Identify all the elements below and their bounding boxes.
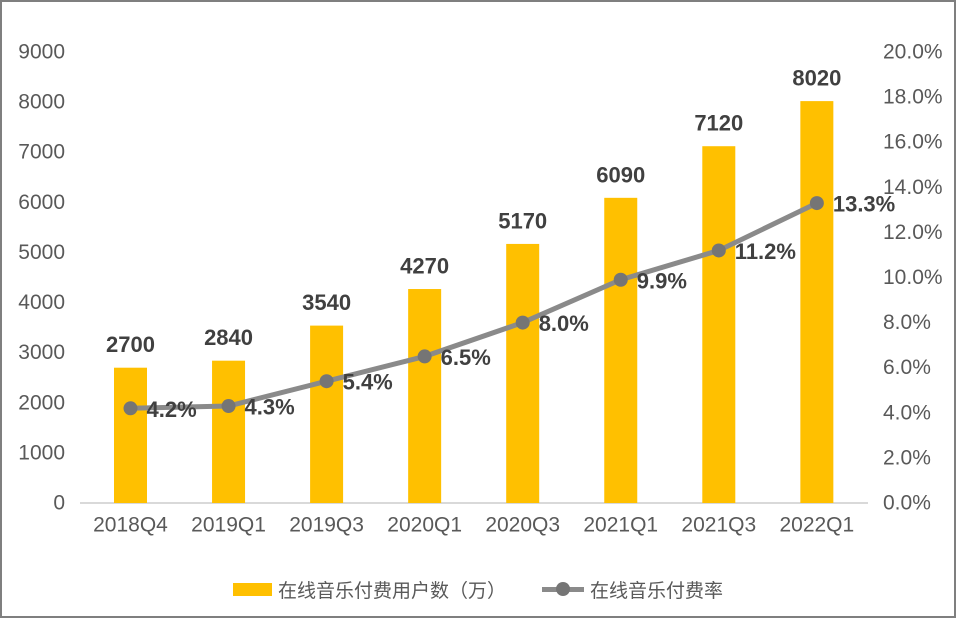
rate-point-label: 6.5% [441,345,491,370]
x-axis-label: 2020Q3 [485,514,560,537]
x-axis-label: 2021Q1 [583,514,658,537]
right-axis-tick-label: 20.0% [883,41,943,64]
line-series-legend-label: 在线音乐付费率 [590,580,724,602]
right-axis-tick-label: 4.0% [883,401,931,424]
bar-series-legend-label: 在线音乐付费用户数（万） [277,580,506,602]
rate-point [417,349,432,364]
rate-point-label: 9.9% [637,268,687,293]
rate-line [130,200,818,411]
left-axis-tick-label: 9000 [18,41,65,64]
left-axis-tick-label: 8000 [18,91,65,114]
right-axis-tick-label: 10.0% [883,266,943,289]
rate-point-label: 5.4% [343,370,393,395]
bar-value-label: 5170 [498,208,547,233]
legend-item-bar-series: 在线音乐付费用户数（万） [232,576,506,603]
x-axis-label: 2018Q4 [93,514,168,537]
bar [408,289,442,503]
bar-value-label: 6090 [596,162,645,187]
left-axis-tick-label: 2000 [18,391,65,414]
bar [310,325,344,503]
rate-point-label: 4.3% [245,395,295,420]
bar [506,243,540,504]
line-series-marker-icon [556,582,570,596]
rate-point-label: 4.2% [147,397,197,422]
rate-point-label: 13.3% [833,192,895,217]
bar-value-label: 2700 [106,332,155,357]
x-axis-label: 2021Q3 [681,514,756,537]
left-axis-tick-label: 0 [53,492,65,515]
right-axis-tick-label: 18.0% [883,86,943,109]
bar [702,146,736,503]
bar-series-swatch-icon [232,582,272,596]
x-axis-label: 2022Q1 [779,514,854,537]
bar [212,360,246,503]
left-axis-tick-label: 5000 [18,241,65,264]
x-axis-label: 2020Q1 [387,514,462,537]
x-axis-label: 2019Q1 [191,514,266,537]
bar [114,367,147,503]
rate-point [809,196,824,211]
legend-item-line-series: 在线音乐付费率 [542,576,723,603]
bar [800,101,834,503]
rate-point-label: 11.2% [735,239,796,264]
rate-point [221,399,236,414]
rate-point-label: 8.0% [539,311,589,336]
right-axis-tick-label: 12.0% [883,221,943,244]
left-axis-tick-label: 1000 [18,441,65,464]
left-axis-tick-label: 6000 [18,191,65,214]
left-axis-tick-label: 4000 [18,291,65,314]
left-axis-tick-label: 7000 [18,141,65,164]
bar-value-label: 3540 [302,290,351,315]
right-axis-tick-label: 16.0% [883,131,943,154]
bar-value-label: 7120 [694,111,743,136]
chart-legend: 在线音乐付费用户数（万） 在线音乐付费率 [2,574,954,604]
rate-point [515,315,530,330]
rate-point [123,401,138,416]
right-axis-tick-label: 2.0% [883,446,931,469]
right-axis-tick-label: 14.0% [883,176,943,199]
x-axis-label: 2019Q3 [289,514,364,537]
left-axis-tick-label: 3000 [18,341,65,364]
bar [604,197,638,503]
right-axis-tick-label: 8.0% [883,311,931,334]
bar-value-label: 8020 [792,66,841,91]
rate-point [711,243,726,258]
bar-value-label: 2840 [204,325,253,350]
rate-point [319,374,334,389]
right-axis-tick-label: 6.0% [883,356,931,379]
line-series-swatch-icon [542,582,584,596]
rate-point [613,272,628,287]
bar-value-label: 4270 [400,254,449,279]
right-axis-tick-label: 0.0% [883,492,931,515]
